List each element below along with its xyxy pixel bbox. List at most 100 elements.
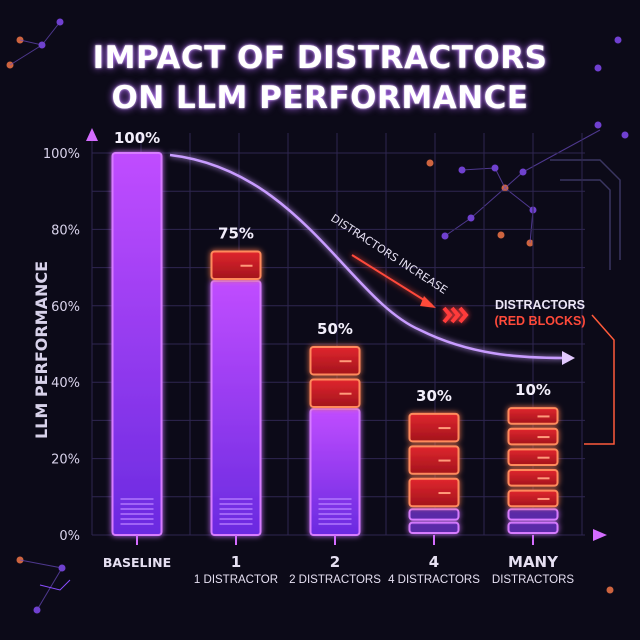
distractor-block [309, 378, 361, 408]
chevrons-icon [442, 306, 469, 324]
legend-bracket [584, 314, 615, 445]
trend-curve [169, 153, 566, 360]
network-node [497, 231, 505, 239]
bar-detail-line [219, 508, 253, 510]
distractor-block-detail [537, 436, 550, 439]
trend-red-arrow [351, 254, 433, 306]
performance-block [408, 521, 460, 535]
legend-line-2: (RED BLOCKS) [495, 314, 586, 328]
network-node [621, 131, 629, 139]
bar-detail-line [120, 518, 154, 520]
network-node [606, 586, 614, 594]
bar-detail-line [120, 498, 154, 500]
y-axis-label: LLM PERFORMANCE [32, 261, 51, 439]
bar-detail-line [219, 503, 253, 505]
network-node [426, 159, 434, 167]
y-tick-label: 100% [43, 147, 80, 162]
distractor-block-detail [537, 497, 550, 500]
trend-label: DISTRACTORS INCREASE [328, 212, 449, 297]
network-node [594, 121, 602, 129]
distractor-block [408, 477, 460, 508]
chart-title: IMPACT OF DISTRACTORS ON LLM PERFORMANCE [0, 38, 640, 118]
value-label: 30% [416, 387, 452, 405]
bar-detail-line [120, 523, 154, 525]
bar-group [210, 250, 262, 536]
y-tick-label: 0% [59, 529, 80, 544]
y-tick-label: 60% [51, 300, 80, 315]
y-tick-label: 40% [51, 376, 80, 391]
bar-group [507, 407, 559, 535]
network-node [614, 36, 622, 44]
circuit-lines-bottom [39, 579, 71, 591]
x-tick-label: BASELINE [103, 555, 171, 570]
performance-bar [111, 152, 163, 536]
y-tick-label: 80% [51, 223, 80, 238]
bar-detail-line [219, 523, 253, 525]
title-line-1: IMPACT OF DISTRACTORS [92, 40, 548, 76]
trend-arrowhead [562, 351, 575, 365]
distractor-block-detail [537, 456, 550, 459]
performance-bar [309, 407, 361, 536]
x-tick-label: MANY [508, 553, 559, 571]
distractor-block-detail [339, 360, 352, 363]
x-tick-label: 4 [429, 553, 439, 571]
bar-detail-line [219, 498, 253, 500]
bar-detail-line [120, 513, 154, 515]
distractor-legend: DISTRACTORS (RED BLOCKS) [495, 298, 615, 445]
bar-detail-line [318, 523, 352, 525]
distractor-block-detail [537, 477, 550, 480]
bar-detail-line [219, 518, 253, 520]
distractor-block-detail [537, 415, 550, 418]
bar-detail-line [318, 508, 352, 510]
y-axis-arrowhead [86, 128, 98, 141]
bar-detail-line [318, 498, 352, 500]
value-label: 50% [317, 320, 353, 338]
x-tick-label: 1 [231, 553, 241, 571]
distractor-block-detail [438, 459, 451, 462]
bar-detail-line [318, 513, 352, 515]
distractor-block [507, 489, 559, 508]
bar-group [111, 152, 163, 536]
x-tick-label: 2 [330, 553, 340, 571]
distractor-block [507, 448, 559, 467]
bar-detail-line [120, 503, 154, 505]
value-label: 100% [114, 129, 160, 147]
x-axis-arrowhead [593, 529, 607, 541]
x-tick-sublabel: 4 DISTRACTORS [388, 574, 480, 586]
value-label: 75% [218, 225, 254, 243]
distractor-block-detail [240, 264, 253, 267]
x-tick-sublabel: 1 DISTRACTOR [194, 574, 278, 586]
bar-group [408, 412, 460, 535]
performance-bar [210, 279, 262, 536]
circuit-lines [550, 159, 621, 270]
y-tick-label: 20% [51, 453, 80, 468]
distractor-block [210, 250, 262, 280]
trend-red-arrowhead [420, 296, 436, 308]
bar-detail-line [318, 503, 352, 505]
distractor-block [507, 427, 559, 446]
performance-block [507, 508, 559, 521]
bar-group [309, 346, 361, 536]
performance-block [507, 521, 559, 535]
distractor-block-detail [438, 427, 451, 430]
distractor-block [309, 346, 361, 376]
bar-detail-line [120, 508, 154, 510]
value-label: 10% [515, 381, 551, 399]
bars: 100% BASELINE 75% 1 1 DISTRACTOR 50% 2 2 DISTRA… [103, 129, 575, 586]
axes: 0% 20% 40% 60% 80% 100% [43, 128, 607, 544]
performance-block [408, 508, 460, 521]
bar-detail-line [219, 513, 253, 515]
distractor-block-detail [339, 392, 352, 395]
x-tick-sublabel: 2 DISTRACTORS [289, 574, 381, 586]
network-node [594, 64, 602, 72]
bar-detail-line [318, 518, 352, 520]
distractor-block [408, 412, 460, 443]
title-line-2: ON LLM PERFORMANCE [111, 80, 529, 116]
x-tick-sublabel: DISTRACTORS [492, 574, 575, 586]
distractor-block [507, 469, 559, 487]
distractor-block [507, 407, 559, 425]
distractor-block-detail [438, 492, 451, 495]
distractor-block [408, 445, 460, 475]
legend-line-1: DISTRACTORS [495, 298, 585, 312]
